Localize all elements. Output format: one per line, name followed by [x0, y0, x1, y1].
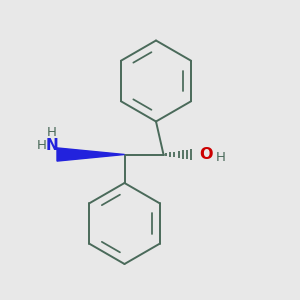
Text: H: H: [47, 126, 56, 139]
Text: N: N: [45, 138, 58, 153]
Text: O: O: [200, 147, 213, 162]
Polygon shape: [57, 148, 124, 161]
Text: H: H: [37, 139, 46, 152]
Text: H: H: [216, 151, 226, 164]
